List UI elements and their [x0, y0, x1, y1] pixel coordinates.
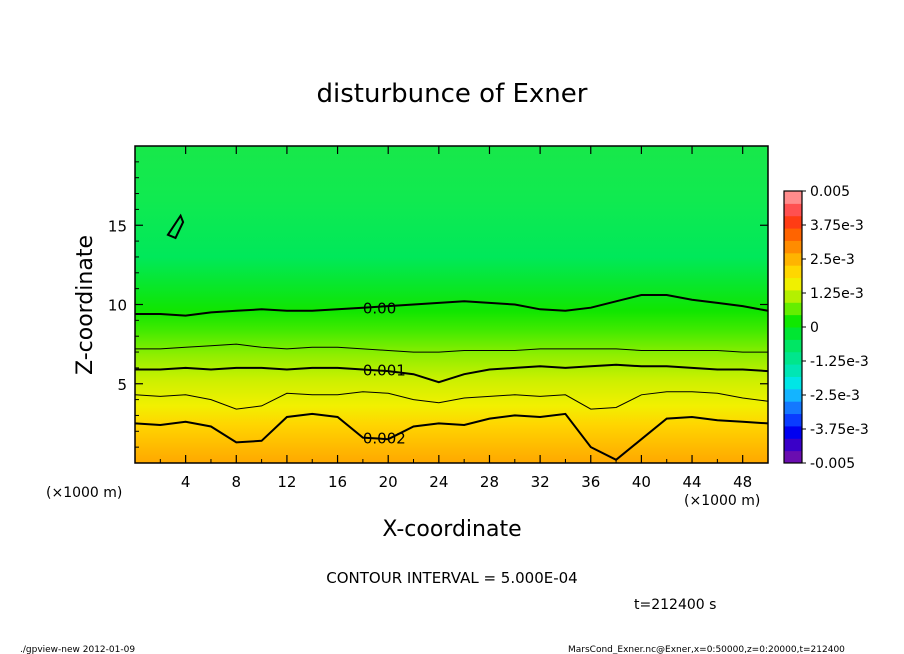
- x-unit-left: (×1000 m): [46, 485, 122, 501]
- colorbar-swatch: [784, 228, 802, 241]
- x-tick-label: 40: [632, 473, 651, 491]
- colorbar-swatch: [784, 327, 802, 340]
- x-tick-label: 20: [379, 473, 398, 491]
- x-unit-right: (×1000 m): [684, 493, 760, 509]
- contour-line: [135, 343, 768, 353]
- contour-line: [135, 412, 768, 461]
- colorbar-swatch: [784, 388, 802, 402]
- contour-line: [135, 294, 768, 317]
- colorbar-swatch: [784, 302, 802, 316]
- colorbar-label: 2.5e-3: [810, 252, 855, 268]
- contour-fill: [135, 146, 768, 463]
- x-tick-label: 8: [232, 473, 242, 491]
- contour-lines: 0.00 0.001 0.002: [135, 213, 768, 461]
- colorbar-swatch: [784, 191, 802, 204]
- colorbar-swatch: [784, 438, 802, 452]
- colorbar-label: -1.25e-3: [810, 354, 869, 370]
- x-tick-label: 16: [328, 473, 347, 491]
- y-tick-label: 5: [117, 376, 127, 394]
- y-tick-label: 10: [108, 297, 127, 315]
- x-tick-label: 48: [733, 473, 752, 491]
- colorbar-swatch: [784, 240, 802, 254]
- colorbar-label: -3.75e-3: [810, 422, 869, 438]
- colorbar-swatch: [784, 450, 802, 464]
- x-tick-label: 28: [480, 473, 499, 491]
- x-tick-label: 24: [429, 473, 448, 491]
- colorbar-swatch: [784, 215, 802, 229]
- time-label: t=212400 s: [634, 597, 716, 613]
- x-tick-label: 36: [581, 473, 600, 491]
- x-tick-label: 32: [531, 473, 550, 491]
- footer-left: ./gpview-new 2012-01-09: [20, 645, 135, 654]
- colorbar-swatch: [784, 277, 802, 291]
- x-axis-label: X-coordinate: [382, 517, 521, 542]
- colorbar-swatch: [784, 364, 802, 377]
- colorbar-label: -0.005: [810, 456, 855, 472]
- colorbar-swatch: [784, 376, 802, 390]
- colorbar-swatch: [784, 413, 802, 427]
- colorbar-label: 3.75e-3: [810, 218, 864, 234]
- colorbar-swatch: [784, 401, 802, 415]
- colorbar-label: 0: [810, 320, 819, 336]
- colorbar-swatch: [784, 265, 802, 279]
- colorbar-label: -2.5e-3: [810, 388, 860, 404]
- contour-label: 0.001: [363, 361, 406, 379]
- contour-label: 0.00: [363, 300, 396, 318]
- contour-line: [135, 391, 768, 410]
- colorbar-swatch: [784, 425, 802, 439]
- x-tick-label: 44: [682, 473, 701, 491]
- contour-interval: CONTOUR INTERVAL = 5.000E-04: [326, 569, 577, 587]
- colorbar-swatch: [784, 252, 802, 266]
- x-tick-label: 4: [181, 473, 191, 491]
- colorbar-label: 0.005: [810, 184, 850, 200]
- x-tick-label: 12: [277, 473, 296, 491]
- contour-label: 0.002: [363, 430, 406, 448]
- colorbar-swatch: [784, 289, 802, 303]
- colorbar-swatch: [784, 339, 802, 353]
- y-tick-label: 15: [108, 217, 127, 235]
- colorbar-label: 1.25e-3: [810, 286, 864, 302]
- colorbar-swatch: [784, 351, 802, 365]
- footer-right: MarsCond_Exner.nc@Exner,x=0:50000,z=0:20…: [568, 645, 845, 654]
- colorbar: 0.005 3.75e-3 2.5e-3 1.25e-3 0 -1.25e-3 -2.5e-…: [783, 184, 869, 472]
- contour-line: [135, 363, 768, 384]
- colorbar-swatch: [784, 314, 802, 328]
- chart-title: disturbunce of Exner: [317, 79, 588, 109]
- y-axis-label: Z-coordinate: [73, 235, 98, 375]
- colorbar-swatch: [784, 203, 802, 217]
- contour-island: [166, 213, 185, 240]
